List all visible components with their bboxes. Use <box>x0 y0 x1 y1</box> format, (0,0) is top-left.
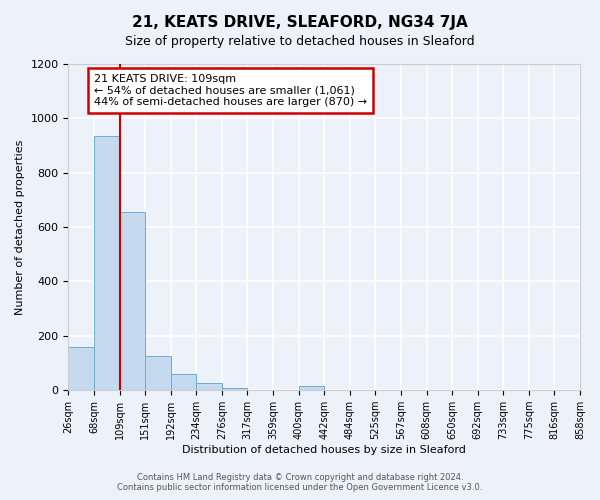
Text: Contains HM Land Registry data © Crown copyright and database right 2024.
Contai: Contains HM Land Registry data © Crown c… <box>118 473 482 492</box>
Y-axis label: Number of detached properties: Number of detached properties <box>15 140 25 315</box>
Bar <box>119 212 145 390</box>
Bar <box>145 356 171 390</box>
X-axis label: Distribution of detached houses by size in Sleaford: Distribution of detached houses by size … <box>182 445 466 455</box>
Bar <box>222 388 247 390</box>
Text: 21 KEATS DRIVE: 109sqm
← 54% of detached houses are smaller (1,061)
44% of semi-: 21 KEATS DRIVE: 109sqm ← 54% of detached… <box>94 74 367 107</box>
Bar <box>171 374 196 390</box>
Bar <box>299 386 324 390</box>
Bar <box>94 136 119 390</box>
Bar <box>68 346 94 390</box>
Text: 21, KEATS DRIVE, SLEAFORD, NG34 7JA: 21, KEATS DRIVE, SLEAFORD, NG34 7JA <box>132 15 468 30</box>
Bar <box>196 382 222 390</box>
Text: Size of property relative to detached houses in Sleaford: Size of property relative to detached ho… <box>125 35 475 48</box>
